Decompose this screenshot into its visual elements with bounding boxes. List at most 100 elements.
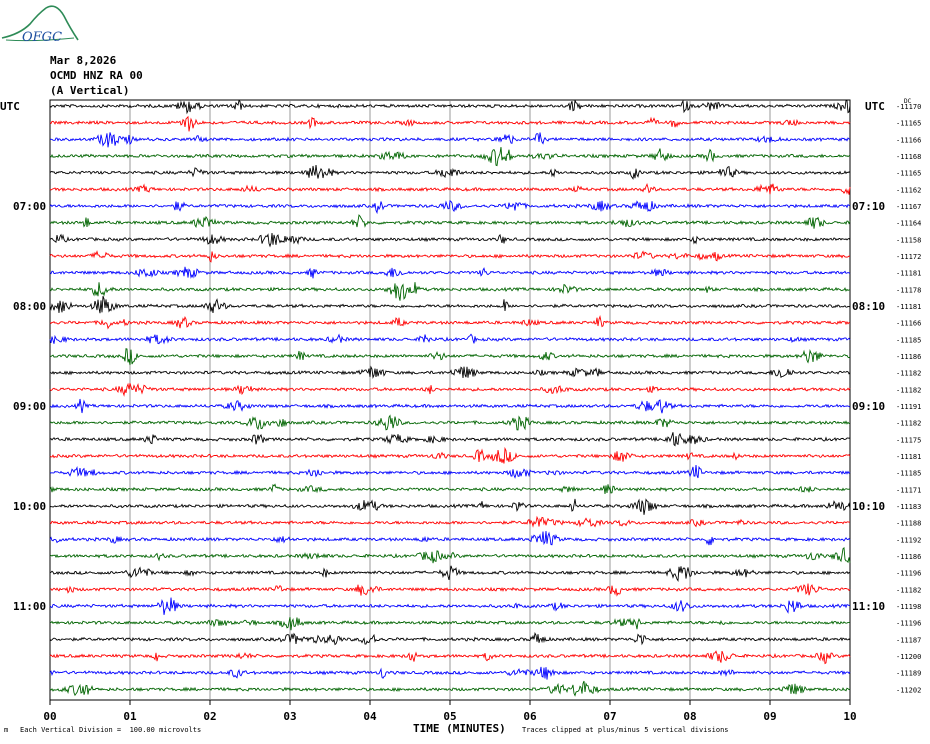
chart-component: (A Vertical) [50, 84, 130, 97]
trace-26 [49, 515, 851, 528]
dc-offset-label: -11164 [896, 220, 921, 228]
trace-5 [49, 165, 851, 180]
dc-offset-label: -11167 [896, 203, 921, 211]
trace-19 [49, 398, 851, 414]
trace-12 [49, 282, 850, 301]
dc-offset-label: -11185 [896, 470, 921, 478]
left-time-label: 09:00 [13, 400, 46, 413]
trace-1 [49, 99, 851, 115]
trace-30 [49, 583, 851, 597]
x-axis-title: TIME (MINUTES) [413, 722, 506, 735]
dc-offset-label: -11187 [896, 636, 921, 644]
trace-20 [49, 414, 851, 431]
x-tick-label: 01 [123, 710, 137, 723]
trace-13 [49, 295, 851, 314]
trace-27 [49, 531, 851, 546]
trace-36 [49, 680, 851, 697]
dc-offset-label: -11158 [896, 236, 921, 244]
x-tick-label: 06 [523, 710, 537, 723]
dc-offset-label: -11186 [896, 353, 921, 361]
dc-offset-label: -11171 [896, 486, 921, 494]
x-tick-label: 04 [363, 710, 377, 723]
trace-4 [49, 147, 851, 167]
trace-8 [49, 214, 851, 229]
dc-offset-label: -11182 [896, 420, 921, 428]
dc-offset-label: -11181 [896, 270, 921, 278]
trace-33 [49, 632, 851, 646]
trace-32 [49, 617, 851, 631]
trace-17 [49, 365, 851, 379]
chart-station: OCMD HNZ RA 00 [50, 69, 143, 82]
x-tick-label: 00 [43, 710, 56, 723]
right-time-label: 10:10 [852, 500, 885, 513]
dc-offset-label: -11162 [896, 186, 921, 194]
dc-offset-label: -11192 [896, 536, 921, 544]
right-time-label: 09:10 [852, 400, 885, 413]
trace-2 [49, 115, 851, 132]
dc-offset-label: -11189 [896, 670, 921, 678]
right-time-label: 07:10 [852, 200, 885, 213]
dc-offset-label: -11200 [896, 653, 921, 661]
chart-date: Mar 8,2026 [50, 54, 117, 67]
right-utc-label: UTC [865, 100, 885, 113]
left-utc-label: UTC [0, 100, 20, 113]
dc-offset-label: -11202 [896, 686, 921, 694]
trace-6 [49, 183, 851, 195]
trace-15 [49, 333, 851, 345]
trace-25 [49, 498, 851, 515]
x-tick-label: 07 [603, 710, 616, 723]
dc-offset-label: -11185 [896, 336, 921, 344]
trace-28 [49, 547, 851, 564]
x-tick-label: 10 [843, 710, 856, 723]
dc-offset-label: -11182 [896, 370, 921, 378]
dc-offset-label: -11181 [896, 453, 921, 461]
right-time-label: 08:10 [852, 300, 885, 313]
dc-offset-label: -11191 [896, 403, 921, 411]
logo-text: OFGC [22, 30, 62, 45]
dc-offset-label: -11175 [896, 436, 921, 444]
dc-offset-label: -11188 [896, 520, 921, 528]
clip-note: Traces clipped at plus/minus 5 vertical … [522, 726, 729, 734]
dc-offset-label: -11165 [896, 170, 921, 178]
dc-offset-label: -11196 [896, 620, 921, 628]
dc-offset-label: -11198 [896, 603, 921, 611]
dc-offset-label: -11166 [896, 320, 921, 328]
trace-10 [49, 250, 851, 263]
dc-offset-label: -11168 [896, 153, 921, 161]
dc-offset-label: -11181 [896, 303, 921, 311]
x-tick-label: 05 [443, 710, 456, 723]
trace-34 [49, 650, 851, 665]
trace-11 [49, 266, 851, 279]
x-tick-label: 03 [283, 710, 296, 723]
dc-offset-label: -11166 [896, 136, 921, 144]
ofgc-logo: OFGC [0, 0, 80, 48]
trace-21 [49, 432, 851, 447]
logo-graphic: OFGC [1, 5, 79, 45]
dc-offset-label: -11186 [896, 553, 921, 561]
left-time-label: 11:00 [13, 600, 46, 613]
trace-24 [49, 483, 851, 494]
left-time-label: 07:00 [13, 200, 46, 213]
dc-offset-header: DC [904, 98, 912, 105]
dc-offset-label: -11172 [896, 253, 921, 261]
dc-offset-label: -11182 [896, 386, 921, 394]
dc-offset-label: -11165 [896, 120, 921, 128]
trace-14 [49, 314, 851, 330]
dc-offset-label: -11183 [896, 503, 921, 511]
trace-9 [49, 232, 851, 248]
x-tick-label: 09 [763, 710, 776, 723]
dc-offset-label: -11178 [896, 286, 921, 294]
left-time-label: 10:00 [13, 500, 46, 513]
trace-35 [49, 666, 851, 680]
dc-offset-label: -11196 [896, 570, 921, 578]
trace-29 [49, 565, 851, 582]
corner-mark: m [4, 726, 9, 734]
trace-16 [49, 348, 851, 366]
x-tick-label: 08 [683, 710, 696, 723]
trace-7 [49, 200, 851, 215]
x-tick-label: 02 [203, 710, 216, 723]
trace-22 [49, 446, 851, 464]
scale-note: Each Vertical Division = 100.00 microvol… [20, 726, 202, 734]
dc-offset-label: -11182 [896, 586, 921, 594]
